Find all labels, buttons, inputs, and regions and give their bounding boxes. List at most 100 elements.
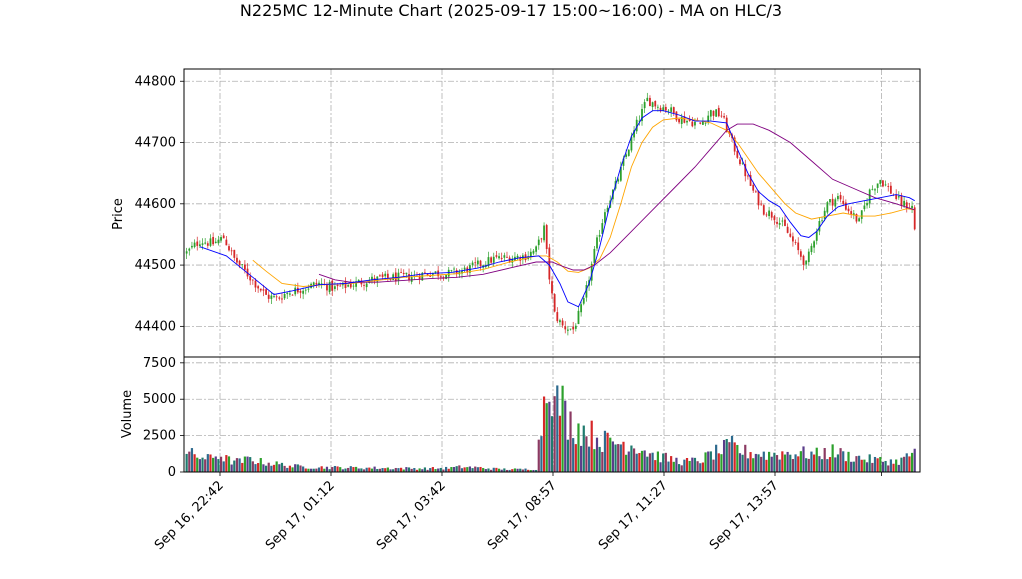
volume-bar bbox=[873, 456, 877, 472]
candle-body bbox=[559, 320, 561, 323]
volume-bar bbox=[752, 458, 755, 472]
volume-bar bbox=[569, 411, 572, 472]
price-tick-label: 44600 bbox=[135, 197, 176, 212]
candle-body bbox=[860, 210, 863, 219]
volume-bar bbox=[617, 444, 620, 472]
volume-bar bbox=[725, 438, 728, 472]
price-axis-label: Price bbox=[111, 198, 126, 230]
volume-bar bbox=[717, 453, 720, 472]
candle-body bbox=[344, 281, 347, 288]
volume-bar bbox=[476, 467, 479, 472]
volume-bar bbox=[574, 444, 577, 472]
candle-body bbox=[670, 107, 673, 112]
volume-bar bbox=[635, 453, 638, 472]
volume-bar bbox=[280, 462, 284, 472]
volume-bar bbox=[527, 469, 530, 472]
candle-body bbox=[667, 110, 670, 112]
candle-body bbox=[230, 250, 233, 252]
candle-body bbox=[352, 285, 355, 287]
candle-body bbox=[236, 257, 238, 263]
candle-body bbox=[874, 189, 876, 191]
volume-bar bbox=[495, 467, 498, 472]
x-tick-label: Sep 17, 03:42 bbox=[374, 478, 449, 553]
volume-bar bbox=[426, 469, 429, 472]
candle-body bbox=[574, 325, 577, 329]
volume-bar bbox=[439, 467, 442, 472]
candle-body bbox=[421, 272, 424, 281]
candle-body bbox=[913, 207, 916, 230]
candle-body bbox=[712, 110, 715, 116]
candle-body bbox=[911, 205, 913, 209]
volume-bar bbox=[582, 425, 585, 472]
candle-body bbox=[747, 175, 749, 177]
volume-bar bbox=[789, 454, 792, 472]
volume-panel: 0 2500 5000 7500 bbox=[143, 356, 921, 480]
volume-bar bbox=[323, 468, 326, 472]
volume-bar bbox=[685, 457, 689, 472]
candle-body bbox=[807, 251, 810, 263]
volume-bar bbox=[272, 464, 276, 472]
candle-body bbox=[749, 175, 752, 186]
candle-body bbox=[439, 276, 442, 278]
candle-body bbox=[736, 150, 739, 158]
candle-body bbox=[243, 264, 246, 270]
volume-bar bbox=[677, 464, 681, 472]
volume-bar bbox=[762, 451, 765, 472]
volume-bar bbox=[696, 461, 699, 472]
candle-body bbox=[815, 231, 818, 241]
volume-bar bbox=[312, 468, 315, 472]
candle-body bbox=[434, 271, 437, 274]
volume-bar bbox=[185, 453, 188, 472]
volume-bar bbox=[807, 458, 810, 472]
candle-body bbox=[847, 208, 850, 212]
candle-body bbox=[572, 326, 575, 330]
volume-bar bbox=[474, 466, 477, 472]
candle-body bbox=[222, 235, 225, 239]
volume-bar bbox=[283, 465, 286, 472]
candle-body bbox=[844, 202, 847, 210]
candle-body bbox=[641, 108, 643, 122]
price-tick-label: 44400 bbox=[135, 319, 176, 334]
volume-bar bbox=[352, 467, 355, 472]
volume-bar bbox=[193, 454, 196, 472]
volume-bar bbox=[847, 451, 850, 472]
candle-body bbox=[768, 210, 770, 217]
candle-body bbox=[646, 97, 649, 102]
candle-body bbox=[474, 262, 477, 264]
candle-body bbox=[535, 246, 538, 252]
volume-bar bbox=[887, 465, 890, 472]
candle-body bbox=[405, 272, 408, 275]
candle-body bbox=[754, 191, 757, 193]
volume-bar bbox=[601, 451, 604, 472]
candle-body bbox=[225, 239, 228, 246]
candle-body bbox=[212, 237, 215, 245]
volume-bar bbox=[487, 468, 490, 472]
volume-bar bbox=[775, 455, 779, 472]
volume-bar bbox=[643, 450, 646, 472]
candle-body bbox=[752, 184, 755, 191]
volume-bar bbox=[553, 396, 556, 472]
volume-bar bbox=[667, 461, 670, 472]
price-tick-label: 44500 bbox=[135, 258, 176, 273]
candle-body bbox=[355, 281, 357, 287]
volume-bar bbox=[609, 437, 612, 472]
candle-body bbox=[379, 275, 381, 277]
candle-body bbox=[654, 100, 657, 107]
volume-bar bbox=[328, 469, 331, 472]
candle-body bbox=[331, 280, 334, 291]
volume-bar bbox=[783, 454, 787, 472]
candle-body bbox=[773, 216, 776, 221]
volume-bar bbox=[760, 456, 763, 472]
candle-body bbox=[733, 137, 736, 152]
volume-bar bbox=[490, 469, 493, 472]
volume-bar bbox=[844, 461, 847, 472]
candle-body bbox=[863, 205, 866, 210]
volume-bar bbox=[349, 466, 352, 472]
volume-bar bbox=[450, 467, 453, 472]
volume-bar bbox=[204, 459, 207, 472]
candle-body bbox=[410, 276, 413, 282]
volume-bar bbox=[820, 459, 824, 472]
candle-body bbox=[683, 116, 686, 123]
candle-body bbox=[450, 270, 453, 272]
volume-bar bbox=[802, 446, 805, 472]
